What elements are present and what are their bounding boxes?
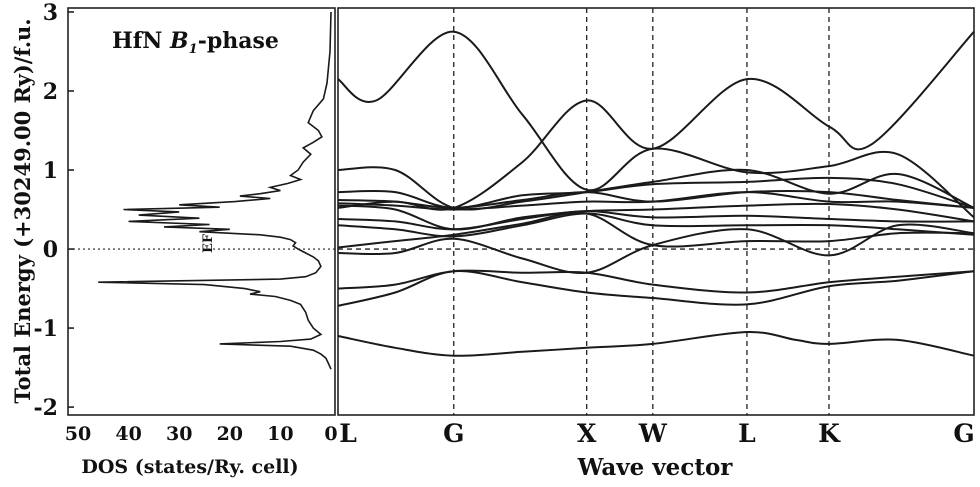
energy-band-11	[337, 176, 975, 209]
energy-band-5	[337, 211, 975, 249]
y-tick-label: 3	[43, 0, 58, 26]
dos-x-tick-label: 10	[267, 423, 293, 445]
dos-x-tick-label: 0	[324, 423, 337, 445]
energy-band-1	[337, 330, 975, 357]
energy-band-13	[337, 30, 975, 219]
band-x-axis-title: Wave vector	[577, 454, 734, 481]
y-tick-label: -2	[34, 395, 58, 421]
band-plot	[337, 8, 975, 415]
dos-x-tick-label: 30	[166, 423, 192, 445]
energy-band-8	[337, 202, 975, 231]
kpoint-label-x: X	[577, 419, 597, 448]
y-tick-label: 1	[43, 158, 58, 184]
energy-band-4	[337, 223, 975, 275]
kpoint-label-l: L	[339, 419, 357, 448]
kpoint-label-g: G	[443, 419, 464, 448]
dos-x-tick-label: 40	[115, 423, 141, 445]
kpoint-label-k: K	[818, 419, 841, 448]
energy-band-12	[337, 166, 975, 211]
dos-x-tick-label: 50	[65, 423, 91, 445]
energy-band-7	[337, 210, 975, 231]
dos-x-axis-title: DOS (states/Ry. cell)	[81, 456, 298, 478]
y-tick-label: 0	[43, 237, 58, 263]
energy-band-6	[337, 212, 975, 238]
fermi-level-label: EF	[201, 233, 216, 253]
dos-panel-frame	[67, 7, 336, 416]
kpoint-label-g: G	[953, 419, 974, 448]
kpoint-label-l: L	[738, 419, 756, 448]
energy-band-3	[337, 269, 975, 294]
y-tick-label: 2	[43, 79, 58, 105]
band-panel-frame	[337, 7, 975, 416]
energy-band-10	[337, 190, 975, 209]
dos-plot	[68, 11, 335, 370]
y-tick-label: -1	[34, 316, 58, 342]
kpoint-label-w: W	[638, 419, 668, 448]
dos-x-tick-label: 20	[217, 423, 243, 445]
dos-curve	[98, 11, 332, 370]
y-axis-title: Total Energy (+30249.00 Ry)/f.u.	[10, 18, 35, 403]
energy-band-14	[337, 31, 975, 211]
energy-band-2	[337, 270, 975, 307]
dos-panel-title: HfN B1-phase	[112, 28, 279, 57]
